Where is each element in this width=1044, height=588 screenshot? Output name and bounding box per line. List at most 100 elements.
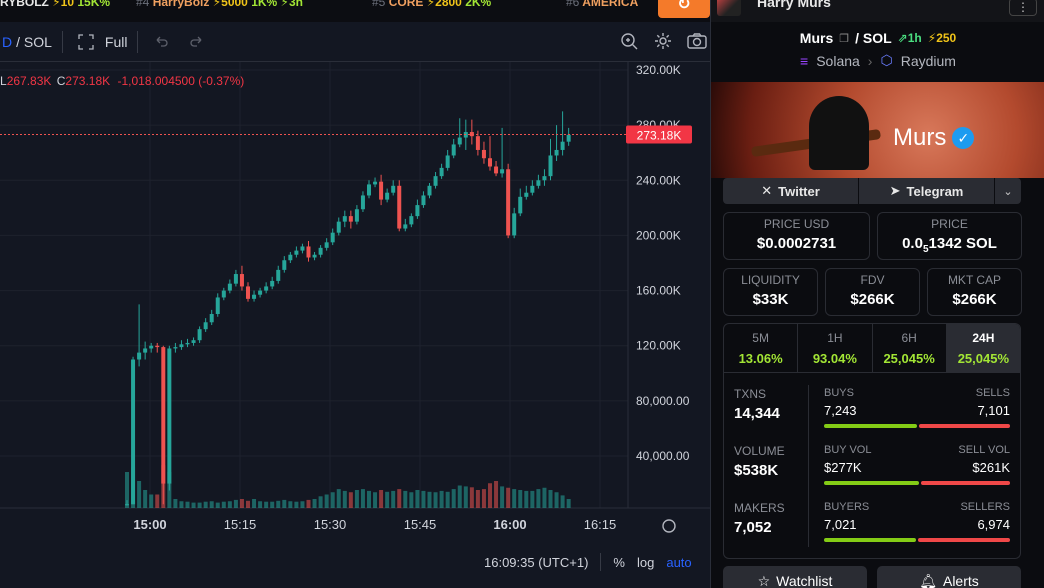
makers-value: 7,052 — [734, 519, 772, 536]
candle-body — [512, 213, 517, 236]
menu-icon[interactable]: ⋮ — [1009, 0, 1037, 16]
chevron-down-icon[interactable]: ⌄ — [995, 178, 1021, 204]
alerts-button[interactable]: 🔔︎ Alerts — [877, 566, 1021, 588]
candle-body — [360, 195, 365, 210]
buyvol-value: $277K — [824, 460, 862, 475]
fullscreen-button[interactable]: Full — [73, 29, 127, 55]
volume-label: VOLUME — [734, 444, 785, 458]
x-tick-label: 15:15 — [224, 517, 257, 532]
volume-bar — [463, 486, 468, 508]
boost-badge[interactable]: ⚡250 — [927, 31, 957, 45]
pair-selector[interactable]: D / SOL — [0, 34, 52, 50]
volume-stat: VOLUME $538K — [734, 444, 785, 479]
status-divider — [600, 553, 602, 571]
fdv-value: $266K — [850, 291, 895, 308]
tab-6h[interactable]: 6H 25,045% — [873, 324, 947, 372]
ticker-item[interactable]: #4 HarryBolz ⚡5000 1K% ⚡3h — [136, 0, 303, 9]
candle-body — [131, 359, 136, 505]
ohlc-close-label: C — [56, 74, 66, 88]
tab-5m[interactable]: 5M 13.06% — [724, 324, 799, 372]
volume-bar — [306, 499, 311, 508]
volume-bar — [373, 492, 378, 508]
y-tick-label: 200.00K — [636, 228, 681, 242]
tab-label: 1H — [827, 331, 843, 345]
twitter-button[interactable]: ✕ Twitter — [723, 178, 859, 204]
banner-title: Murs — [893, 124, 947, 151]
volume-bar — [185, 501, 190, 508]
volume-bar — [536, 489, 541, 508]
candle-body — [300, 246, 305, 251]
volume-bar — [403, 490, 408, 508]
ticker-item[interactable]: #6 AMERICA — [566, 0, 639, 9]
trade-stats: TXNS 14,344 VOLUME $538K MAKERS 7,052 BU… — [723, 373, 1021, 559]
auto-scale-toggle[interactable]: auto — [666, 554, 692, 570]
candlestick-chart-svg[interactable]: 320.00K280.00K240.00K200.00K160.00K120.0… — [0, 62, 710, 550]
dexscreener-logo-button[interactable]: ↻ — [658, 0, 710, 18]
volume-bar — [197, 502, 202, 508]
quick-search-icon[interactable] — [616, 28, 642, 54]
price-chart[interactable]: 320.00K 280.00K 240.00K 200.00K 160.00K 120.0… — [0, 62, 710, 550]
chevron-right-icon: › — [867, 52, 873, 69]
percent-scale-toggle[interactable]: % — [613, 554, 625, 570]
ohlc-low-value: 267.83K — [6, 74, 52, 88]
candle-body — [221, 290, 226, 298]
candle-body — [167, 348, 172, 484]
volume-bar — [512, 489, 517, 508]
candle-body — [348, 216, 353, 222]
stats-divider — [808, 385, 809, 547]
volume-bar — [494, 481, 499, 508]
copy-icon[interactable]: ❐ — [839, 32, 850, 45]
volume-bar — [409, 492, 414, 508]
ohlc-legend: L267.83K C273.18K -1,018.004500 (-0.37%) — [0, 74, 244, 88]
dex-name[interactable]: Raydium — [900, 52, 956, 69]
candle-body — [451, 144, 456, 156]
redo-icon[interactable] — [184, 29, 210, 55]
camera-icon[interactable] — [684, 28, 710, 54]
ticker-item[interactable]: RYBOLZ ⚡10 15K% — [0, 0, 111, 9]
telegram-button[interactable]: ➤ Telegram — [859, 178, 995, 204]
tab-1h[interactable]: 1H 93.04% — [798, 324, 873, 372]
sellvol-label: SELL VOL — [958, 444, 1010, 456]
token-info-panel: Harry Murs ⋮ Murs ❐ / SOL ⇗1h ⚡250 ≡ Sol… — [710, 0, 1044, 588]
raydium-icon: ⬡ — [880, 52, 893, 68]
log-scale-toggle[interactable]: log — [636, 554, 655, 570]
candle-body — [246, 286, 250, 299]
candle-body — [288, 254, 293, 261]
token-symbol: Murs — [799, 30, 834, 46]
tab-24h[interactable]: 24H 25,045% — [946, 324, 1020, 372]
chain-name[interactable]: Solana — [816, 52, 860, 69]
candle-body — [161, 347, 166, 484]
volume-bar — [330, 492, 335, 508]
y-tick-label: 160.00K — [636, 284, 681, 298]
ohlc-low-label: L — [0, 74, 7, 88]
volume-bar — [354, 490, 359, 508]
candle-body — [536, 180, 541, 186]
candle-body — [149, 345, 154, 349]
verified-check-icon: ✓ — [952, 127, 975, 149]
sells-value: 7,101 — [977, 403, 1010, 418]
volume-bar — [566, 499, 571, 508]
candle-body — [433, 176, 438, 186]
settings-gear-icon[interactable] — [650, 28, 676, 54]
chart-toolbar: D / SOL Full — [0, 22, 710, 62]
candle-body — [500, 169, 505, 174]
sellers-label: SELLERS — [960, 501, 1010, 513]
watchlist-button[interactable]: ☆ Watchlist — [723, 566, 867, 588]
volume-bar — [457, 485, 462, 508]
clock-timezone[interactable]: 16:09:35 (UTC+1) — [484, 554, 589, 570]
candle-body — [469, 132, 474, 137]
volume-bar — [445, 491, 450, 508]
last-price-label: 273.18K — [637, 129, 682, 143]
undo-icon[interactable] — [148, 29, 174, 55]
toolbar-divider — [137, 30, 139, 53]
volume-bar — [215, 502, 220, 508]
candle-body — [554, 149, 559, 156]
tab-label: 6H — [901, 331, 917, 345]
ticker-item[interactable]: #5 CORE ⚡2800 2K% — [372, 0, 492, 9]
candle-body — [197, 329, 202, 341]
x-tick-label: 15:00 — [133, 517, 166, 532]
candle-body — [155, 345, 160, 348]
candle-body — [215, 297, 220, 315]
candle-body — [318, 247, 323, 255]
volume-bar — [421, 490, 426, 508]
